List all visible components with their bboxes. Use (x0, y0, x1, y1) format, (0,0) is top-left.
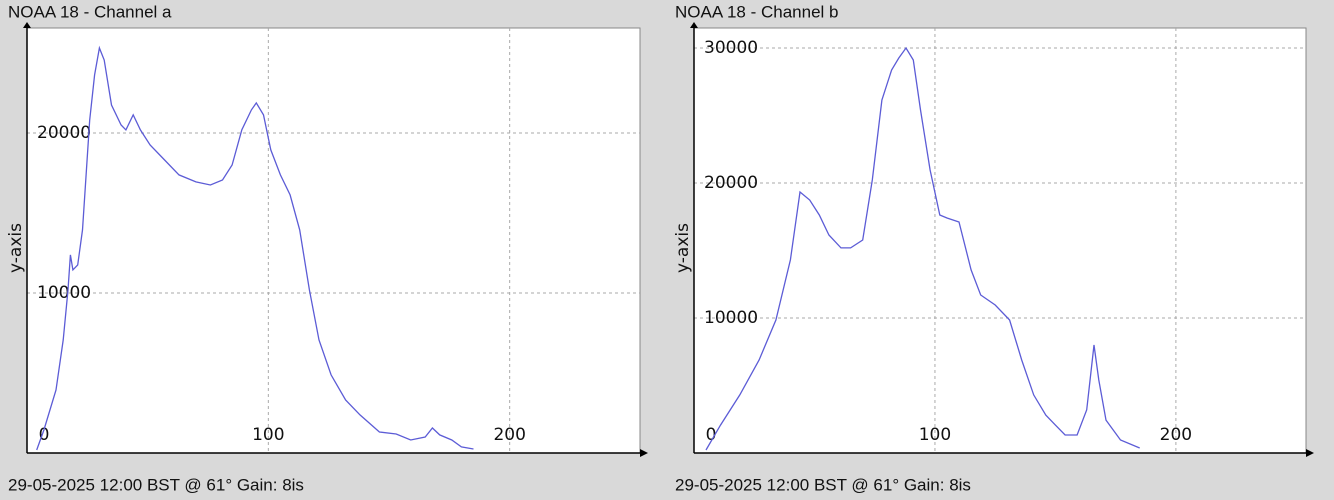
x-tick-label: 200 (1160, 425, 1192, 445)
x-arrow (1306, 449, 1314, 457)
y-axis-label: y-axis (673, 223, 693, 273)
chart-title: NOAA 18 - Channel b (675, 2, 838, 21)
y-tick-label: 20000 (704, 173, 758, 193)
x-arrow (640, 449, 648, 457)
y-tick-label: 10000 (37, 283, 91, 303)
x-tick-label: 200 (493, 425, 525, 445)
x-tick-label: 100 (919, 425, 951, 445)
x-tick-label: 0 (706, 425, 717, 445)
y-tick-label: 30000 (704, 38, 758, 58)
x-tick-label: 0 (39, 425, 50, 445)
footer: 29-05-2025 12:00 BST @ 61° Gain: 8is (675, 475, 971, 494)
y-arrow (690, 22, 698, 28)
data-line (705, 46, 1140, 451)
plot-area (26, 27, 641, 454)
y-tick-label: 10000 (704, 308, 758, 328)
y-axis-label: y-axis (6, 223, 26, 273)
y-tick-label: 20000 (37, 123, 91, 143)
y-arrow (23, 22, 31, 28)
data-line (36, 45, 474, 451)
plot-area (693, 27, 1307, 454)
footer: 29-05-2025 12:00 BST @ 61° Gain: 8is (8, 475, 304, 494)
x-tick-label: 100 (252, 425, 284, 445)
chart-title: NOAA 18 - Channel a (8, 2, 172, 21)
